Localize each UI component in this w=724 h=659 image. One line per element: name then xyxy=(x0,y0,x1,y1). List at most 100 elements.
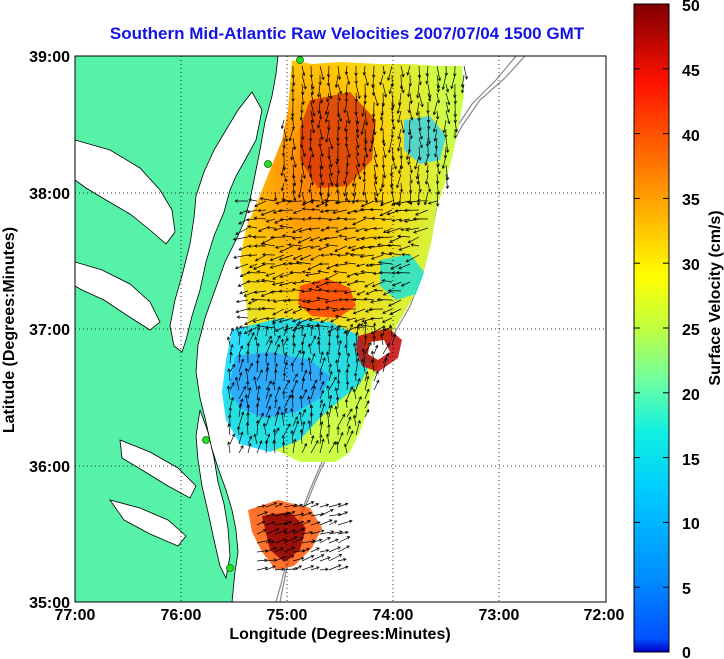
velocity-vector xyxy=(309,404,314,418)
velocity-vector xyxy=(301,83,305,96)
velocity-vector xyxy=(292,503,304,508)
velocity-vector xyxy=(318,138,322,148)
velocity-vector xyxy=(373,226,384,231)
velocity-vector xyxy=(382,308,393,314)
velocity-vector xyxy=(307,263,321,271)
velocity-vector xyxy=(234,199,248,203)
velocity-vector xyxy=(235,299,249,304)
velocity-vector xyxy=(301,207,312,211)
velocity-vector xyxy=(238,431,244,445)
velocity-vector xyxy=(272,439,276,454)
velocity-vector xyxy=(364,110,369,127)
velocity-vector xyxy=(265,366,270,382)
velocity-vector xyxy=(337,280,348,285)
velocity-vector xyxy=(310,439,319,454)
velocity-vector xyxy=(379,74,384,86)
velocity-vector xyxy=(236,425,241,436)
velocity-vector xyxy=(274,502,283,508)
velocity-vector xyxy=(320,253,330,257)
velocity-vector xyxy=(349,253,365,257)
velocity-vector xyxy=(352,414,357,427)
velocity-vector xyxy=(280,164,285,177)
velocity-vector xyxy=(406,65,411,76)
velocity-vector xyxy=(247,299,258,305)
velocity-vector xyxy=(319,537,331,544)
velocity-vector xyxy=(246,209,258,214)
velocity-vector xyxy=(345,155,350,167)
velocity-vector xyxy=(272,299,285,304)
velocity-vector xyxy=(346,146,351,158)
velocity-vector xyxy=(365,290,375,295)
velocity-vector xyxy=(307,395,312,409)
velocity-vector xyxy=(265,521,276,526)
velocity-vector xyxy=(319,402,326,418)
velocity-vector xyxy=(265,362,270,373)
velocity-vector xyxy=(290,429,294,445)
velocity-vector xyxy=(373,119,377,136)
velocity-vector xyxy=(286,298,303,302)
velocity-vector xyxy=(425,137,430,148)
velocity-vector xyxy=(319,155,324,170)
velocity-vector xyxy=(272,308,285,316)
velocity-vector xyxy=(256,270,267,274)
velocity-vector xyxy=(265,502,278,508)
velocity-vector xyxy=(300,289,312,294)
colorbar-tick-labels: 50 45 40 35 30 25 20 15 10 5 0 xyxy=(682,0,700,659)
velocity-vector xyxy=(397,128,402,140)
velocity-vector xyxy=(359,207,375,212)
velocity-vector xyxy=(397,110,402,124)
velocity-vector xyxy=(301,388,308,400)
velocity-vector xyxy=(234,263,249,270)
velocity-vector xyxy=(291,83,295,93)
velocity-vector xyxy=(248,198,258,202)
velocity-vector xyxy=(271,281,285,286)
velocity-vector xyxy=(310,198,321,203)
velocity-vector xyxy=(426,110,431,124)
velocity-vector xyxy=(300,119,305,129)
velocity-vector xyxy=(337,368,341,382)
velocity-vector xyxy=(286,199,303,204)
velocity-vector xyxy=(281,234,294,238)
velocity-vector xyxy=(291,288,303,292)
velocity-vector xyxy=(389,308,402,315)
velocity-vector xyxy=(460,83,465,94)
velocity-vector xyxy=(436,65,442,82)
velocity-vector xyxy=(328,394,333,409)
velocity-vector xyxy=(283,173,288,183)
velocity-vector xyxy=(364,146,369,158)
velocity-vector xyxy=(283,546,296,553)
radar-station-marker xyxy=(226,564,234,572)
velocity-vector xyxy=(337,557,347,562)
velocity-vector xyxy=(345,368,349,382)
velocity-vector xyxy=(319,173,324,186)
velocity-vector xyxy=(238,209,249,215)
velocity-vector xyxy=(373,344,379,355)
velocity-vector xyxy=(289,270,303,275)
velocity-vector xyxy=(300,325,305,337)
velocity-vector xyxy=(265,528,280,535)
velocity-vector xyxy=(238,325,249,329)
velocity-vector xyxy=(300,155,305,167)
velocity-vector xyxy=(310,538,323,544)
velocity-vector xyxy=(256,511,268,517)
velocity-vector xyxy=(280,182,285,192)
velocity-vector xyxy=(319,399,324,409)
velocity-vector xyxy=(418,146,422,161)
velocity-vector xyxy=(434,137,439,150)
velocity-vector xyxy=(435,110,440,120)
velocity-vector xyxy=(336,119,341,131)
velocity-vector xyxy=(317,83,321,98)
velocity-vector xyxy=(334,74,339,89)
velocity-vector xyxy=(292,379,298,391)
velocity-vector xyxy=(352,297,366,302)
velocity-vector xyxy=(344,398,349,409)
velocity-vector xyxy=(364,400,370,409)
x-axis-title: Longitude (Degrees:Minutes) xyxy=(229,626,450,643)
velocity-vector xyxy=(415,101,420,117)
velocity-vector xyxy=(346,416,352,427)
velocity-vector xyxy=(427,182,432,193)
velocity-vector xyxy=(272,380,276,391)
velocity-vector xyxy=(297,245,312,251)
velocity-vector xyxy=(354,74,358,85)
velocity-vector xyxy=(328,404,333,418)
